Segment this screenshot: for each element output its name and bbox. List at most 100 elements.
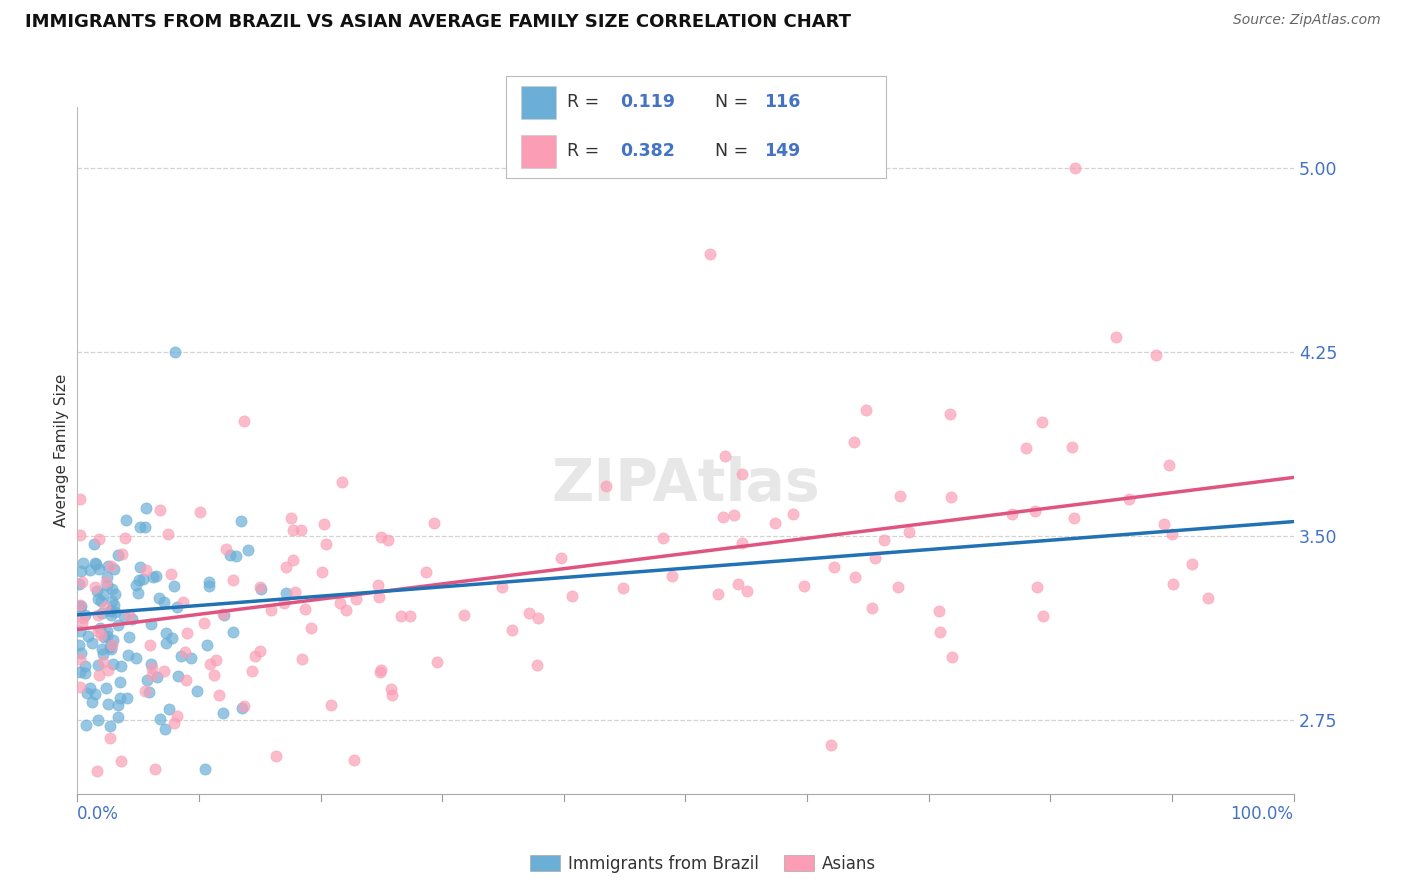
Point: [174, 645, 197, 659]
Point: [312, 517, 335, 532]
Point: [101, 582, 124, 597]
Point: [90, 627, 112, 641]
Point: [232, 698, 254, 713]
Text: N =: N =: [716, 142, 748, 161]
Point: [101, 657, 124, 672]
Point: [110, 659, 132, 673]
Point: [166, 709, 188, 723]
Point: [72, 615, 94, 630]
Point: [319, 698, 342, 713]
Point: [155, 636, 177, 650]
Point: [96, 629, 118, 643]
Point: [87, 713, 110, 727]
Text: 0.382: 0.382: [620, 142, 675, 161]
Point: [1153, 517, 1175, 532]
Point: [146, 670, 169, 684]
Point: [118, 608, 141, 623]
Point: [231, 514, 253, 528]
Point: [186, 684, 208, 698]
Point: [100, 642, 122, 657]
Point: [280, 511, 302, 525]
Point: [284, 584, 307, 599]
Point: [96, 681, 118, 695]
Point: [104, 587, 127, 601]
Point: [73, 658, 96, 673]
Point: [135, 673, 157, 687]
Point: [172, 594, 194, 608]
Point: [101, 594, 124, 608]
Point: [87, 668, 110, 682]
Point: [763, 516, 786, 530]
Point: [79, 681, 101, 696]
Point: [163, 579, 186, 593]
Point: [1024, 504, 1046, 518]
Point: [1157, 458, 1180, 473]
Point: [782, 508, 804, 522]
Point: [86, 658, 108, 673]
Point: [370, 663, 392, 677]
Point: [887, 580, 910, 594]
Point: [108, 691, 131, 706]
Point: [219, 548, 242, 562]
Point: [139, 638, 162, 652]
Point: [75, 718, 97, 732]
Point: [67, 638, 90, 652]
Point: [69, 665, 91, 680]
Point: [157, 526, 180, 541]
Point: [143, 762, 166, 776]
Point: [104, 605, 127, 619]
Point: [332, 475, 354, 490]
Point: [67, 599, 90, 613]
Point: [69, 680, 91, 694]
Text: Source: ZipAtlas.com: Source: ZipAtlas.com: [1233, 13, 1381, 28]
Point: [422, 516, 444, 531]
Point: [167, 669, 190, 683]
Point: [200, 657, 222, 672]
Point: [69, 600, 91, 615]
Point: [110, 754, 132, 768]
Point: [426, 655, 449, 669]
Point: [107, 617, 129, 632]
Point: [823, 560, 845, 574]
Point: [75, 607, 97, 622]
Point: [415, 566, 437, 580]
Point: [195, 638, 218, 652]
Point: [225, 549, 247, 563]
Point: [865, 550, 887, 565]
Point: [527, 611, 550, 625]
Point: [138, 685, 160, 699]
Point: [652, 531, 675, 545]
Point: [242, 664, 264, 678]
Point: [491, 581, 513, 595]
Point: [153, 664, 176, 678]
Point: [299, 621, 322, 635]
Point: [370, 531, 392, 545]
Point: [131, 572, 153, 586]
Point: [127, 586, 149, 600]
Point: [98, 731, 121, 746]
Point: [929, 625, 952, 640]
Point: [69, 598, 91, 612]
Point: [367, 578, 389, 592]
Point: [93, 630, 115, 644]
Point: [163, 345, 186, 359]
FancyBboxPatch shape: [522, 87, 555, 119]
Point: [1144, 348, 1167, 362]
Point: [898, 524, 921, 539]
Point: [87, 562, 110, 576]
Text: N =: N =: [716, 93, 748, 111]
Point: [114, 532, 136, 546]
Point: [389, 609, 412, 624]
Point: [212, 608, 235, 623]
Point: [84, 556, 107, 570]
Point: [249, 582, 271, 596]
Point: [134, 520, 156, 534]
Point: [129, 559, 152, 574]
Point: [149, 503, 172, 517]
Point: [72, 556, 94, 570]
Point: [141, 657, 163, 671]
Point: [69, 528, 91, 542]
Point: [368, 665, 391, 679]
Point: [260, 603, 283, 617]
Point: [188, 505, 211, 519]
